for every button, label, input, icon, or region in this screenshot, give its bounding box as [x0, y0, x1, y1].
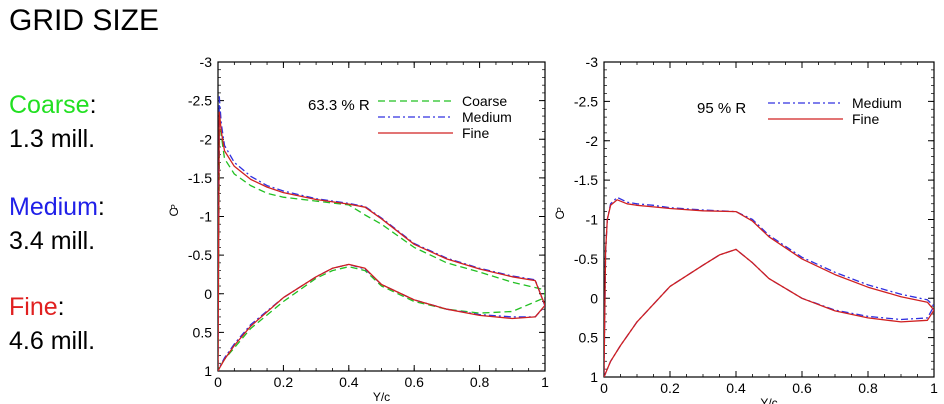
y-tick-label: -2.5 — [188, 93, 212, 109]
y-axis-label: C — [553, 211, 567, 220]
y-tick-label: -1.5 — [188, 170, 212, 186]
series-line-fine — [218, 111, 545, 371]
y-tick-label: -1 — [200, 209, 213, 225]
y-axis-label: C — [167, 208, 181, 217]
grid-entry-medium: Medium: 3.4 mill. — [9, 190, 105, 258]
y-tick-label: -1.5 — [574, 172, 598, 188]
series-line-medium — [218, 96, 545, 371]
y-tick-label: 0 — [590, 290, 598, 306]
y-tick-label: -2 — [586, 133, 599, 149]
y-tick-label: -0.5 — [188, 247, 212, 263]
y-tick-label: -3 — [200, 54, 213, 70]
x-tick-label: 0.2 — [274, 374, 294, 390]
chart-2: 0 0.2 0.4 0.6 0.8 1 -3 -2.5 -2 -1.5 -1 -0.5 0 0.5 1 Y/c… — [553, 54, 938, 404]
grid-size-coarse: 1.3 mill. — [9, 125, 96, 153]
y-axis-label-sub: P — [170, 204, 179, 209]
x-tick-label: 0 — [600, 380, 608, 396]
y-tick-label: -2.5 — [574, 93, 598, 109]
x-tick-label: 1 — [930, 380, 938, 396]
y-tick-label: 0 — [204, 286, 212, 302]
y-tick-label: -2 — [200, 131, 213, 147]
chart-annotation: 63.3 % R — [308, 97, 370, 114]
grid-separator: : — [57, 293, 65, 321]
x-tick-label: 0.4 — [726, 380, 746, 396]
x-tick-label: 0.8 — [858, 380, 878, 396]
legend-label-fine: Fine — [462, 125, 489, 141]
series-line-fine — [604, 199, 934, 377]
grid-entry-coarse: Coarse: 1.3 mill. — [9, 88, 97, 156]
y-axis-label-sub: P — [556, 207, 565, 212]
grid-name-medium: Medium — [9, 193, 98, 221]
x-axis-label: Y/c — [760, 396, 777, 404]
series-line-medium — [604, 196, 934, 377]
grid-size-medium: 3.4 mill. — [9, 227, 96, 255]
y-tick-label: -1 — [586, 212, 599, 228]
y-tick-label: 1 — [204, 363, 212, 379]
series-line-coarse — [218, 115, 545, 371]
grid-separator: : — [97, 193, 105, 221]
grid-separator: : — [89, 91, 97, 119]
chart-1: 0 0.2 0.4 0.6 0.8 1 -3 -2.5 -2 -1.5 -1 -0.5 0 0.5 1 Y/c… — [167, 54, 549, 404]
x-tick-label: 0.6 — [404, 374, 424, 390]
grid-entry-fine: Fine: 4.6 mill. — [9, 290, 95, 358]
legend-label-medium: Medium — [462, 109, 512, 125]
x-tick-label: 0.4 — [339, 374, 359, 390]
y-tick-label: 0.5 — [579, 330, 599, 346]
x-axis-label: Y/c — [373, 390, 390, 404]
legend-label-coarse: Coarse — [462, 93, 507, 109]
grid-name-coarse: Coarse — [9, 91, 90, 119]
x-tick-label: 0.8 — [470, 374, 490, 390]
y-tick-label: -3 — [586, 54, 599, 70]
x-tick-label: 1 — [541, 374, 549, 390]
chart-annotation: 95 % R — [697, 100, 746, 117]
page-title: GRID SIZE — [9, 4, 160, 37]
y-tick-label: 1 — [590, 369, 598, 385]
y-tick-label: -0.5 — [574, 251, 598, 267]
legend-label-fine: Fine — [852, 111, 879, 127]
x-tick-label: 0 — [214, 374, 222, 390]
grid-name-fine: Fine — [9, 293, 58, 321]
x-tick-label: 0.6 — [792, 380, 812, 396]
y-tick-label: 0.5 — [193, 324, 213, 340]
x-tick-label: 0.2 — [660, 380, 680, 396]
legend-label-medium: Medium — [852, 95, 902, 111]
grid-size-fine: 4.6 mill. — [9, 327, 96, 355]
